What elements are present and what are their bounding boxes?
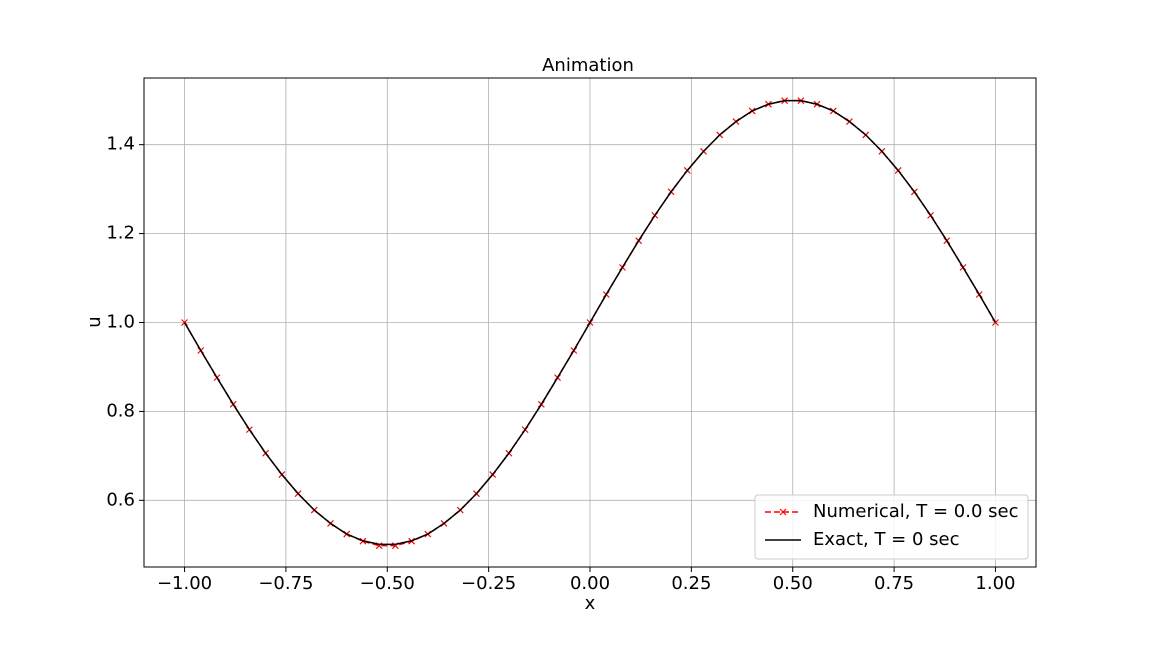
legend-marker — [779, 508, 787, 516]
x-tick-label: −0.25 — [461, 573, 516, 594]
plot-frame — [143, 77, 1037, 568]
x-tick-label: 0.50 — [773, 573, 813, 594]
legend-label: Numerical, T = 0.0 sec — [813, 501, 1018, 522]
y-tick-label: 1.4 — [106, 134, 135, 155]
y-tick-label: 1.0 — [106, 312, 135, 333]
legend-label: Exact, T = 0 sec — [813, 529, 960, 550]
legend-frame — [754, 494, 1029, 560]
x-tick-label: 0.75 — [874, 573, 914, 594]
x-axis-label: x — [585, 593, 596, 614]
legend: Numerical, T = 0.0 sec Exact, T = 0 sec — [754, 494, 1029, 560]
chart-title: Animation — [542, 55, 634, 76]
y-tick-label: 0.6 — [106, 489, 135, 510]
x-tick-label: 1.00 — [975, 573, 1015, 594]
x-tick-label: −1.00 — [157, 573, 212, 594]
y-tick-label: 0.8 — [106, 400, 135, 421]
x-tick-label: 0.00 — [570, 573, 610, 594]
x-tick-label: 0.25 — [671, 573, 711, 594]
x-tick-label: −0.50 — [360, 573, 415, 594]
y-axis-label: u — [84, 316, 105, 327]
series-line — [183, 99, 997, 546]
x-tick-label: −0.75 — [258, 573, 313, 594]
y-tick-label: 1.2 — [106, 223, 135, 244]
